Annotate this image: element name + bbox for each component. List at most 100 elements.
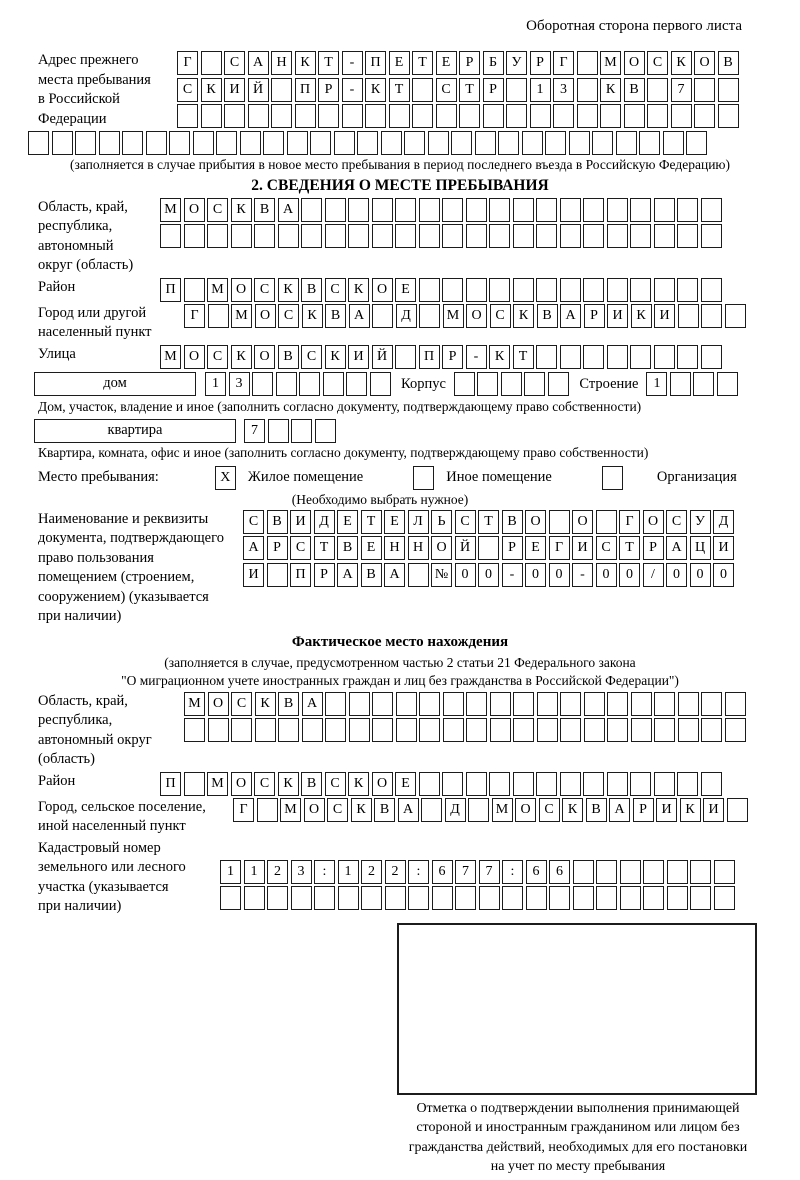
char-cell xyxy=(583,277,604,302)
prev-address-label: Адрес прежнего места пребывания в Российск… xyxy=(38,52,151,127)
char-cell xyxy=(529,104,551,128)
char-cell: 3 xyxy=(290,859,312,884)
char-cell xyxy=(325,718,346,742)
char-cell: Д xyxy=(313,509,335,534)
char-cell xyxy=(512,277,534,302)
char-cell: М xyxy=(442,303,464,328)
char-cell: И xyxy=(656,797,677,822)
char-cell: С xyxy=(254,277,275,302)
char-cell: 0 xyxy=(666,562,687,587)
prev-address-row-4 xyxy=(0,130,800,155)
char-cell xyxy=(524,371,546,396)
char-cell: / xyxy=(642,562,664,587)
char-cell: У xyxy=(506,51,527,75)
fact-region-block: Область, край, республика, автономный окру… xyxy=(0,691,800,770)
char-cell xyxy=(337,886,359,910)
char-cell xyxy=(654,691,675,716)
char-cell: М xyxy=(231,303,252,328)
char-cell xyxy=(500,371,522,396)
char-cell xyxy=(230,224,252,248)
char-cell xyxy=(466,718,487,742)
char-cell: П xyxy=(418,344,440,369)
char-cell: Р xyxy=(459,51,480,75)
apartment-row: 7 xyxy=(244,418,338,443)
char-cell xyxy=(726,797,748,822)
char-cell: С xyxy=(324,277,346,302)
char-cell: 2 xyxy=(267,859,288,884)
char-cell: С xyxy=(231,691,252,716)
char-cell xyxy=(489,224,510,248)
char-cell xyxy=(653,771,675,796)
char-cell xyxy=(465,224,487,248)
char-cell xyxy=(716,371,738,396)
char-cell xyxy=(266,562,288,587)
char-cell xyxy=(301,718,323,742)
char-cell xyxy=(583,344,604,369)
char-cell: С xyxy=(254,771,275,796)
fact-location-title: Фактическое место нахождения xyxy=(291,633,509,650)
char-cell xyxy=(348,197,369,222)
char-cell: Р xyxy=(318,77,339,102)
char-cell xyxy=(421,797,442,822)
char-cell xyxy=(453,371,475,396)
char-cell: Т xyxy=(313,536,335,560)
char-cell xyxy=(207,303,229,328)
char-cell xyxy=(512,224,534,248)
char-cell xyxy=(98,130,120,155)
char-cell: Р xyxy=(529,51,551,75)
char-cell xyxy=(630,197,651,222)
char-cell xyxy=(630,224,651,248)
char-cell xyxy=(677,277,698,302)
char-cell xyxy=(371,224,393,248)
char-cell xyxy=(724,303,746,328)
char-cell xyxy=(322,371,344,396)
char-cell xyxy=(615,130,637,155)
char-cell: В xyxy=(278,691,299,716)
char-cell: Р xyxy=(501,536,523,560)
char-cell: М xyxy=(207,771,228,796)
char-cell xyxy=(256,797,278,822)
char-cell: В xyxy=(301,277,322,302)
char-cell xyxy=(583,691,605,716)
char-cell xyxy=(183,224,205,248)
char-cell xyxy=(294,104,316,128)
char-cell xyxy=(314,418,336,443)
prev-address-row-3 xyxy=(177,104,741,128)
char-cell xyxy=(442,224,463,248)
char-cell xyxy=(310,130,331,155)
char-cell xyxy=(482,104,504,128)
char-cell xyxy=(724,691,746,716)
char-cell: С xyxy=(666,509,687,534)
char-cell xyxy=(724,718,746,742)
char-cell xyxy=(700,344,722,369)
char-cell: С xyxy=(224,51,245,75)
char-cell xyxy=(243,886,265,910)
char-cell xyxy=(435,104,457,128)
char-cell xyxy=(369,371,391,396)
char-cell xyxy=(361,886,382,910)
char-cell xyxy=(701,691,722,716)
char-cell: Е xyxy=(360,536,382,560)
char-cell: С xyxy=(207,344,228,369)
char-cell xyxy=(451,130,472,155)
char-cell: П xyxy=(160,277,181,302)
char-cell: Р xyxy=(266,536,288,560)
char-cell xyxy=(267,418,289,443)
char-cell: Г xyxy=(548,536,570,560)
char-cell xyxy=(595,509,617,534)
char-cell: 1 xyxy=(337,859,359,884)
char-cell: Е xyxy=(337,509,358,534)
char-cell: - xyxy=(572,562,593,587)
char-cell xyxy=(559,197,581,222)
char-cell xyxy=(384,886,406,910)
char-cell: С xyxy=(647,51,668,75)
char-cell xyxy=(677,771,698,796)
char-cell: 1 xyxy=(220,859,241,884)
stay-option-organization-checkbox xyxy=(601,465,623,490)
char-cell: С xyxy=(454,509,476,534)
char-cell: О xyxy=(623,51,645,75)
